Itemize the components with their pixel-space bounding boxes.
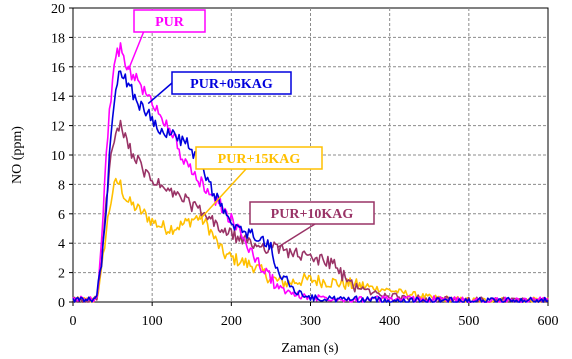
y-tick-label: 18 xyxy=(51,31,65,46)
series-callouts: PUR PUR+05KAG PUR+15KAG PUR+10KAG xyxy=(127,9,375,249)
y-tick-label: 10 xyxy=(51,149,65,164)
y-tick-label: 20 xyxy=(51,2,65,17)
y-tick-label: 12 xyxy=(51,120,65,135)
callout-pointer-pur-10kag xyxy=(276,223,316,249)
tick-labels: 0 100 200 300 400 500 600 0 2 4 6 8 10 12 14 16 18 20 xyxy=(51,2,559,329)
x-tick-label: 0 xyxy=(70,314,77,329)
y-tick-label: 4 xyxy=(58,237,65,252)
callout-pointer-pur-05kag xyxy=(147,82,173,105)
callout-label-pur: PUR xyxy=(155,15,185,30)
callout-label-pur-05kag: PUR+05KAG xyxy=(190,77,273,92)
callout-pointer-pur xyxy=(127,25,147,71)
series-line-pur-05kag xyxy=(72,70,549,303)
x-tick-label: 100 xyxy=(142,314,163,329)
callout-box-pur-10kag xyxy=(249,201,375,225)
series-line-pur-10kag xyxy=(72,119,549,303)
y-tick-label: 8 xyxy=(58,178,65,193)
callout-box-pur-05kag xyxy=(171,71,292,95)
y-axis-label: NO (ppm) xyxy=(10,126,25,184)
y-tick-label: 0 xyxy=(58,296,65,311)
y-tick-label: 2 xyxy=(58,267,65,282)
x-tick-label: 300 xyxy=(300,314,321,329)
callout-label-pur-10kag: PUR+10KAG xyxy=(271,207,354,222)
x-tick-label: 600 xyxy=(538,314,559,329)
y-tick-label: 14 xyxy=(51,90,65,105)
gridlines xyxy=(69,7,549,306)
series-lines xyxy=(72,42,549,303)
x-tick-label: 500 xyxy=(458,314,479,329)
callout-box-pur-15kag xyxy=(195,146,323,170)
x-axis-label: Zaman (s) xyxy=(281,341,338,356)
y-tick-label: 6 xyxy=(58,208,65,223)
x-tick-label: 200 xyxy=(221,314,242,329)
callout-pointer-pur-15kag xyxy=(199,168,247,221)
callout-label-pur-15kag: PUR+15KAG xyxy=(218,152,301,167)
y-tick-label: 16 xyxy=(51,61,65,76)
callout-box-pur xyxy=(133,9,206,33)
x-tick-label: 400 xyxy=(379,314,400,329)
